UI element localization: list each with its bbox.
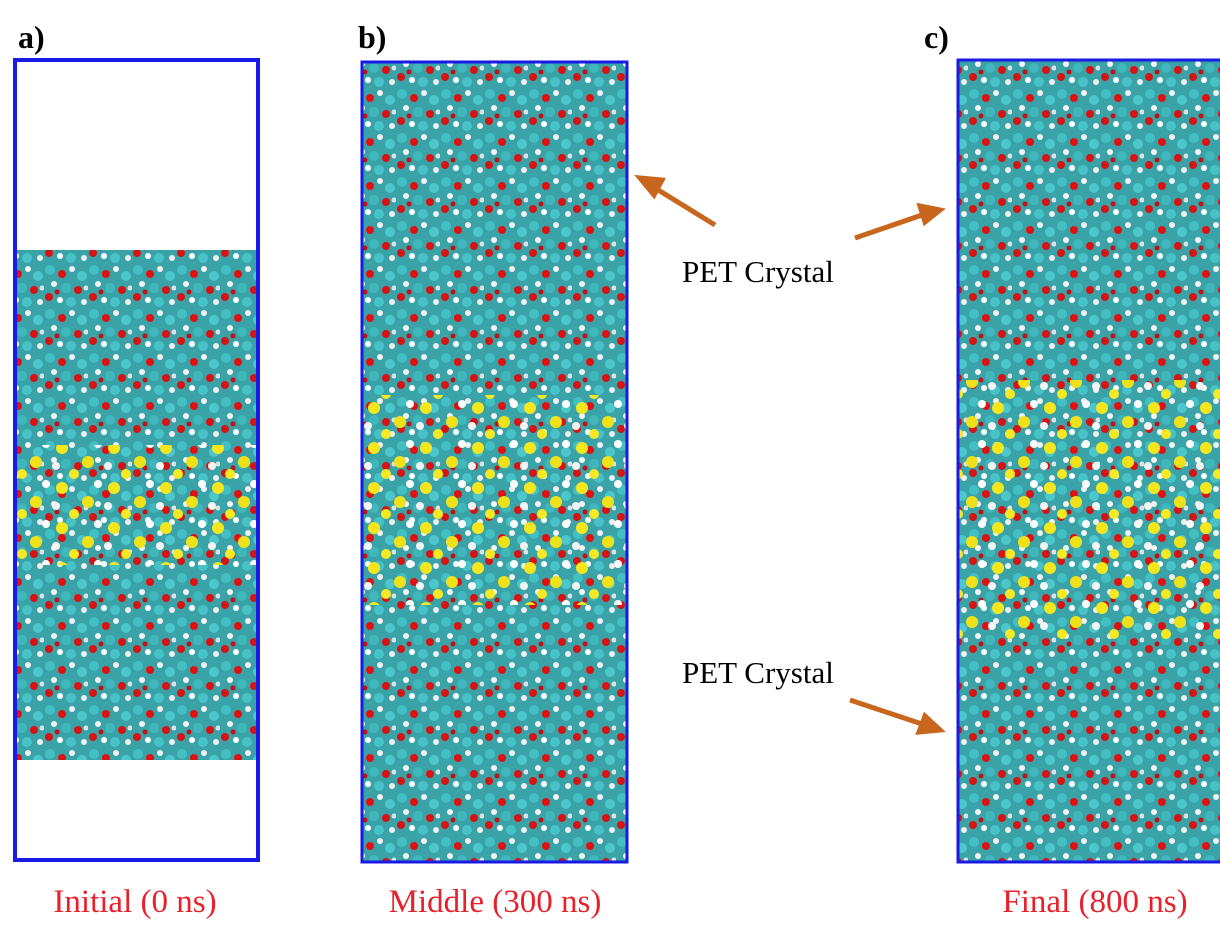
solvent-layer xyxy=(15,445,258,565)
arrow-head xyxy=(920,206,940,222)
caption: Initial (0 ns) xyxy=(53,884,216,920)
solvent-layer xyxy=(362,395,627,605)
page: PET crystal simulation snapshots {"panel… xyxy=(0,0,1220,930)
annotation: PET Crystal xyxy=(682,254,834,289)
arrow xyxy=(655,188,715,225)
panel-label: a) xyxy=(18,19,45,55)
caption: Final (800 ns) xyxy=(1002,884,1187,920)
panel-label: b) xyxy=(358,19,386,55)
caption: Middle (300 ns) xyxy=(389,884,602,920)
figure: a) b) c) PET Crystal PET Crystal Initial… xyxy=(0,0,1220,930)
arrow xyxy=(850,700,922,724)
solvent-layer xyxy=(958,380,1220,640)
body: a) b) c) PET Crystal PET Crystal Initial… xyxy=(0,0,1220,930)
panel-label: c) xyxy=(924,19,949,55)
arrow xyxy=(855,215,922,238)
arrow-head xyxy=(919,716,940,732)
annotation: PET Crystal xyxy=(682,655,834,690)
